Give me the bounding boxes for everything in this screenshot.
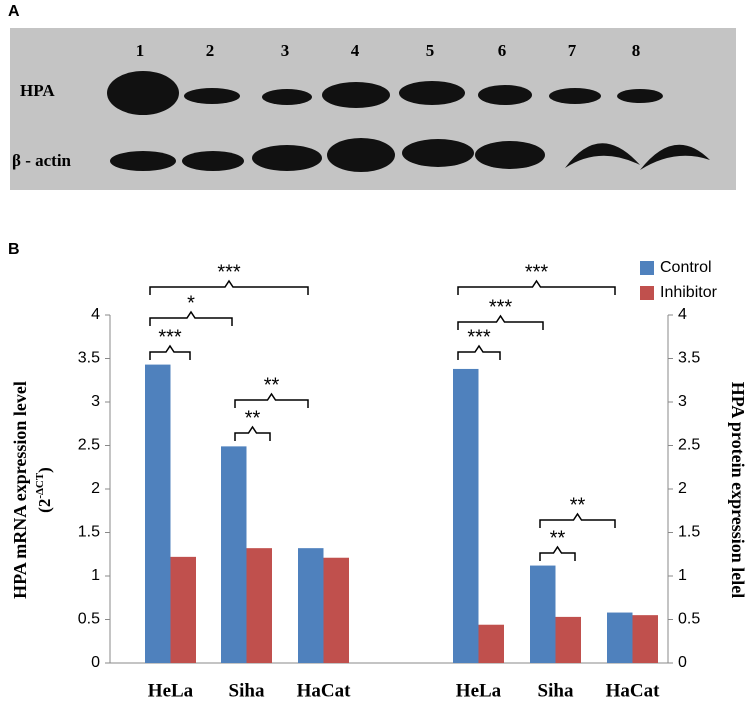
x-tick-label: HeLa: [456, 680, 502, 701]
y-tick-label: 1: [678, 567, 687, 584]
bar: [632, 615, 658, 663]
significance-bracket: [457, 344, 501, 360]
bar: [607, 612, 633, 663]
significance-bracket: [539, 545, 576, 561]
y-axis-label: HPA protein expression lelel: [728, 382, 748, 599]
y-axis-label: HPA mRNA expression level: [10, 381, 30, 599]
y-axis-unit-part: ): [35, 467, 54, 473]
blot-row-label: β - actin: [12, 151, 72, 170]
blot-row-label: HPA: [20, 81, 55, 100]
lane-number: 4: [351, 41, 360, 60]
y-tick-label: 3: [91, 393, 100, 410]
y-tick-label: 0: [678, 654, 687, 671]
y-tick-label: 4: [678, 306, 687, 323]
bar: [478, 624, 504, 663]
panel-label: A: [8, 3, 20, 20]
significance-bracket: [149, 344, 191, 360]
lane-number: 1: [136, 41, 145, 60]
y-tick-label: 1.5: [78, 524, 100, 541]
y-tick-label: 2: [678, 480, 687, 497]
bar: [453, 368, 479, 663]
y-tick-label: 0: [91, 654, 100, 671]
y-axis-unit-part: -ΔCT: [34, 472, 46, 499]
y-axis-unit: (2-ΔCT): [34, 467, 54, 513]
x-tick-label: Siha: [538, 680, 574, 701]
lane-number: 7: [568, 41, 577, 60]
significance-bracket: [457, 279, 616, 295]
lane-number: 2: [206, 41, 215, 60]
bar: [323, 557, 349, 663]
y-tick-label: 3.5: [678, 350, 700, 367]
bar: [530, 565, 556, 663]
x-tick-label: HaCat: [297, 680, 352, 701]
legend-label: Inhibitor: [660, 284, 718, 301]
significance-bracket: [457, 314, 544, 330]
lane-number: 3: [281, 41, 290, 60]
bar: [555, 616, 581, 663]
significance-label: ***: [467, 326, 491, 348]
legend-swatch: [640, 286, 654, 300]
lane-number: 5: [426, 41, 435, 60]
x-tick-label: HeLa: [148, 680, 194, 701]
significance-label: ***: [489, 296, 513, 318]
significance-label: ***: [158, 326, 182, 348]
significance-bracket: [234, 392, 309, 408]
y-axis-unit-part: 2: [35, 499, 54, 508]
lane-number: 6: [498, 41, 507, 60]
significance-bracket: [149, 279, 309, 295]
x-tick-label: HaCat: [606, 680, 661, 701]
significance-bracket: [149, 310, 233, 326]
blot-bands: [107, 71, 710, 172]
y-tick-label: 2.5: [678, 437, 700, 454]
bar: [298, 548, 324, 663]
significance-bracket: [539, 512, 616, 528]
lane-number: 8: [632, 41, 641, 60]
y-tick-label: 0.5: [678, 611, 700, 628]
y-tick-label: 3.5: [78, 350, 100, 367]
bar: [246, 548, 272, 663]
significance-label: *: [187, 292, 195, 314]
significance-label: ***: [525, 261, 549, 283]
x-tick-label: Siha: [229, 680, 265, 701]
significance-label: **: [550, 527, 566, 549]
significance-label: ***: [217, 261, 241, 283]
y-tick-label: 2: [91, 480, 100, 497]
y-axis-unit-part: (: [35, 507, 54, 513]
significance-label: **: [264, 374, 280, 396]
legend-label: Control: [660, 259, 712, 276]
significance-label: **: [245, 407, 261, 429]
bar: [221, 446, 247, 663]
bar: [170, 556, 196, 663]
y-tick-label: 2.5: [78, 437, 100, 454]
y-tick-label: 0.5: [78, 611, 100, 628]
legend-swatch: [640, 261, 654, 275]
panel-label: B: [8, 241, 20, 258]
significance-label: **: [570, 494, 586, 516]
y-tick-label: 4: [91, 306, 100, 323]
significance-bracket: [234, 425, 271, 441]
y-tick-label: 1: [91, 567, 100, 584]
bar: [145, 364, 171, 663]
y-tick-label: 3: [678, 393, 687, 410]
y-tick-label: 1.5: [678, 524, 700, 541]
